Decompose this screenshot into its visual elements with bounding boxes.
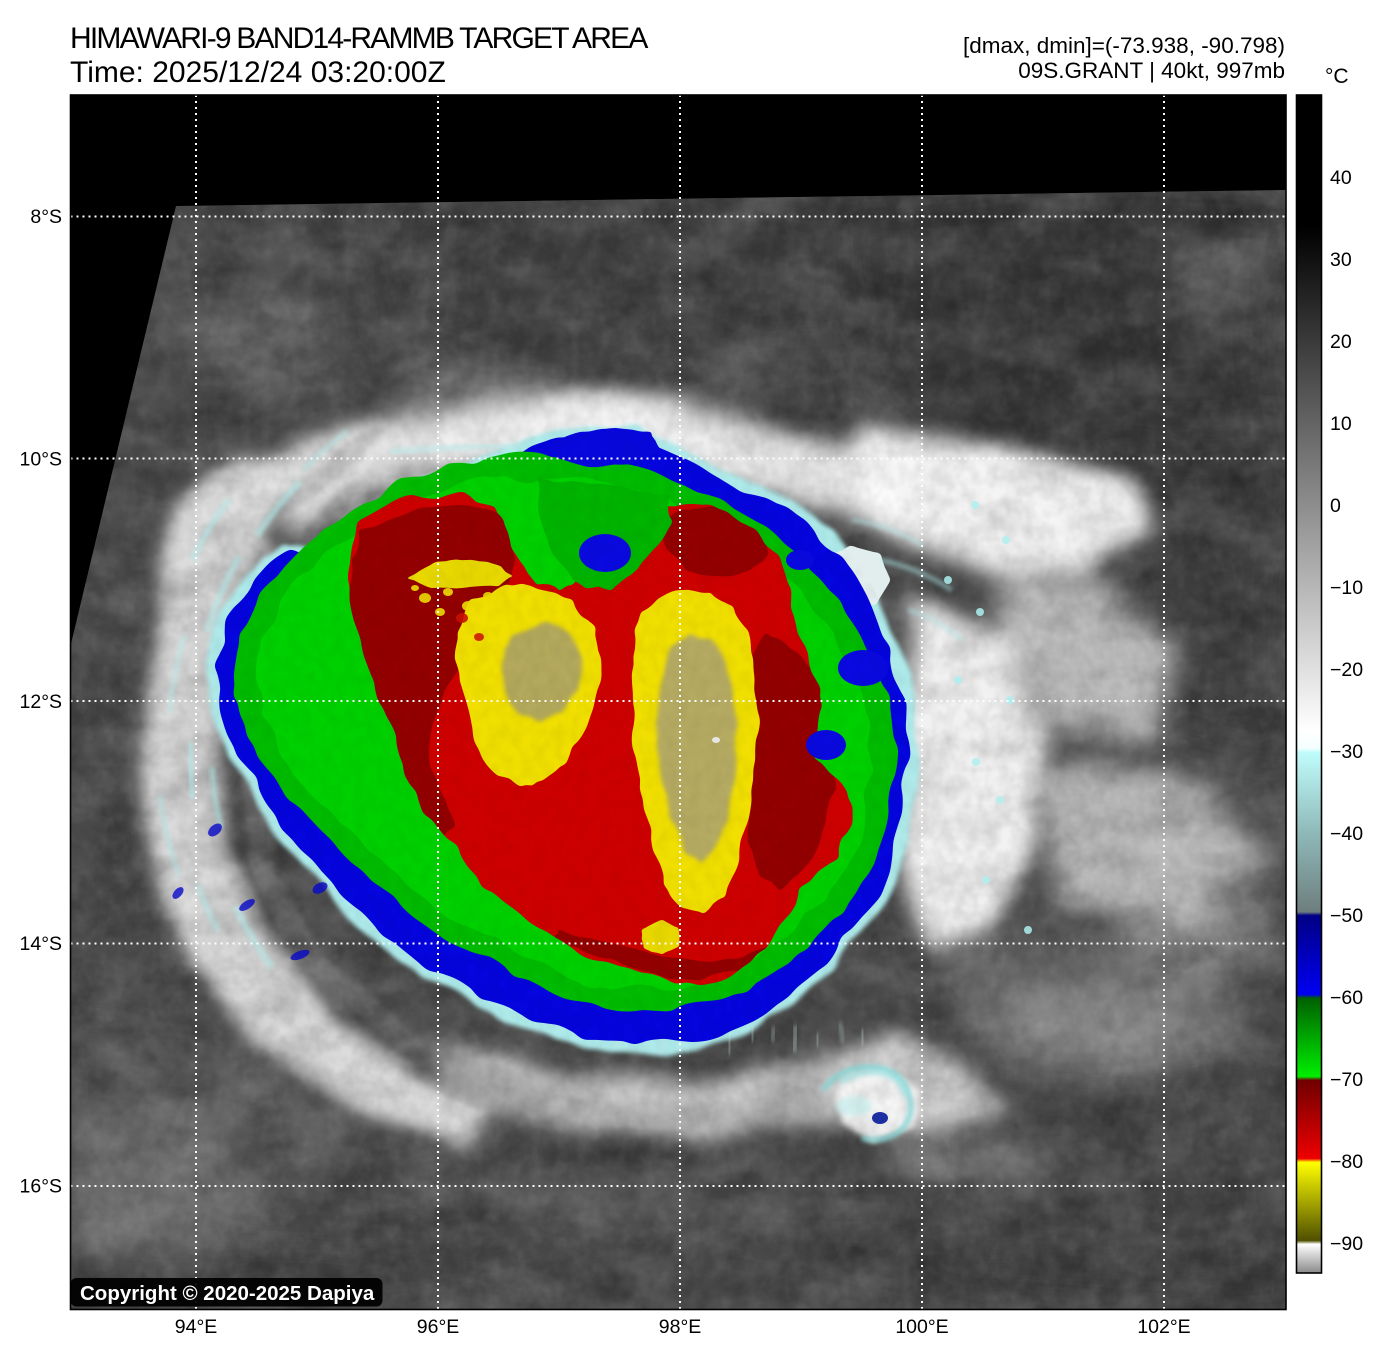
svg-text:[dmax, dmin]=(-73.938, -90.798: [dmax, dmin]=(-73.938, -90.798) bbox=[963, 33, 1285, 58]
svg-text:−90: −90 bbox=[1330, 1233, 1363, 1255]
svg-text:−70: −70 bbox=[1330, 1069, 1363, 1091]
svg-text:HIMAWARI-9 BAND14-RAMMB TARGET: HIMAWARI-9 BAND14-RAMMB TARGET AREA bbox=[70, 22, 648, 55]
svg-text:10: 10 bbox=[1330, 413, 1352, 435]
svg-text:30: 30 bbox=[1330, 249, 1352, 271]
svg-text:Copyright © 2020-2025 Dapiya: Copyright © 2020-2025 Dapiya bbox=[80, 1282, 375, 1305]
svg-text:−10: −10 bbox=[1330, 577, 1363, 599]
svg-text:16°S: 16°S bbox=[20, 1176, 63, 1198]
svg-text:14°S: 14°S bbox=[20, 933, 63, 955]
svg-text:8°S: 8°S bbox=[30, 206, 62, 228]
svg-text:−60: −60 bbox=[1330, 987, 1363, 1009]
svg-text:−50: −50 bbox=[1330, 905, 1363, 927]
svg-text:20: 20 bbox=[1330, 331, 1352, 353]
svg-text:40: 40 bbox=[1330, 167, 1352, 189]
svg-text:12°S: 12°S bbox=[20, 691, 63, 713]
svg-text:−20: −20 bbox=[1330, 659, 1363, 681]
svg-text:10°S: 10°S bbox=[20, 448, 63, 470]
svg-text:−40: −40 bbox=[1330, 823, 1363, 845]
svg-text:100°E: 100°E bbox=[895, 1316, 948, 1338]
svg-text:96°E: 96°E bbox=[417, 1316, 460, 1338]
svg-text:−80: −80 bbox=[1330, 1151, 1363, 1173]
svg-text:102°E: 102°E bbox=[1137, 1316, 1190, 1338]
svg-text:−30: −30 bbox=[1330, 741, 1363, 763]
svg-text:0: 0 bbox=[1330, 495, 1341, 517]
svg-text:09S.GRANT | 40kt, 997mb: 09S.GRANT | 40kt, 997mb bbox=[1018, 58, 1285, 83]
svg-text:98°E: 98°E bbox=[659, 1316, 702, 1338]
svg-text:Time: 2025/12/24 03:20:00Z: Time: 2025/12/24 03:20:00Z bbox=[70, 56, 446, 89]
svg-text:°C: °C bbox=[1325, 65, 1349, 88]
svg-text:94°E: 94°E bbox=[175, 1316, 218, 1338]
